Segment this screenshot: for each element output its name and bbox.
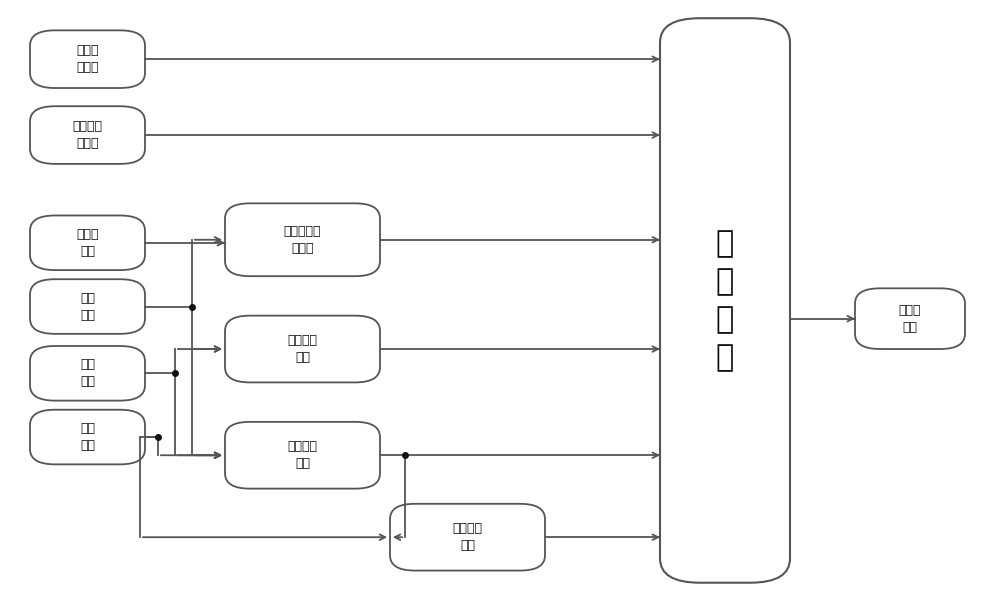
FancyBboxPatch shape [225, 203, 380, 276]
FancyBboxPatch shape [390, 504, 545, 571]
Text: 初始油量
计算: 初始油量 计算 [288, 334, 318, 364]
Text: 发动机瞬
时转速: 发动机瞬 时转速 [72, 120, 103, 150]
FancyBboxPatch shape [660, 18, 790, 583]
Text: 冷却液
温度: 冷却液 温度 [76, 228, 99, 258]
Text: 斜
坡
算
法: 斜 坡 算 法 [716, 229, 734, 372]
Text: 过渡转速
计算: 过渡转速 计算 [452, 522, 482, 552]
Text: 怠速
设定: 怠速 设定 [80, 291, 95, 322]
FancyBboxPatch shape [30, 215, 145, 270]
Text: 发动机
状态值: 发动机 状态值 [76, 44, 99, 74]
Text: 启动喷
油量: 启动喷 油量 [899, 304, 921, 334]
FancyBboxPatch shape [225, 422, 380, 489]
FancyBboxPatch shape [225, 316, 380, 382]
FancyBboxPatch shape [30, 346, 145, 401]
FancyBboxPatch shape [30, 106, 145, 164]
FancyBboxPatch shape [30, 30, 145, 88]
Text: 大气
压力: 大气 压力 [80, 422, 95, 452]
FancyBboxPatch shape [30, 410, 145, 464]
FancyBboxPatch shape [30, 279, 145, 334]
FancyBboxPatch shape [855, 288, 965, 349]
Text: 进气
温度: 进气 温度 [80, 358, 95, 388]
Text: 怠速稳定油
量计算: 怠速稳定油 量计算 [284, 225, 321, 255]
Text: 目标油量
计算: 目标油量 计算 [288, 440, 318, 470]
